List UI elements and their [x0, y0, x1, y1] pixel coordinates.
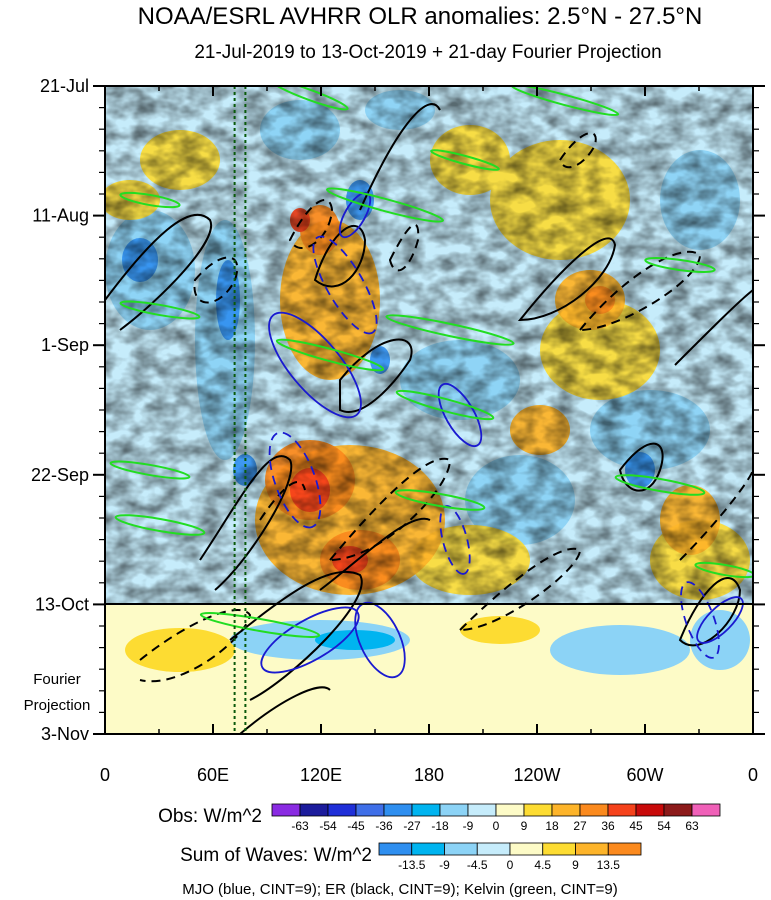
colorbar-swatch	[467, 803, 497, 817]
chart-title: NOAA/ESRL AVHRR OLR anomalies: 2.5°N - 2…	[138, 3, 703, 30]
colorbar-swatch	[575, 842, 609, 856]
colorbar-tick-label: 9	[572, 858, 579, 872]
colorbar-tick-label: 0	[507, 858, 514, 872]
x-tick-label: 180	[414, 765, 444, 785]
colorbar-tick-label: 36	[601, 819, 615, 833]
colorbar-tick-label: -27	[403, 819, 421, 833]
kelvin-contours	[109, 86, 753, 638]
obs-field-texture	[105, 86, 753, 604]
colorbar-swatch	[523, 803, 553, 817]
colorbar-swatch	[495, 803, 525, 817]
colorbar-swatch	[509, 842, 544, 856]
colorbar-tick-label: -9	[463, 819, 474, 833]
colorbar-tick-label: 0	[493, 819, 500, 833]
colorbar-swatch	[378, 842, 413, 856]
colorbar-swatch	[327, 803, 357, 817]
colorbar-tick-label: 9	[521, 819, 528, 833]
x-tick-label: 0	[100, 765, 110, 785]
colorbar-tick-label: -36	[375, 819, 393, 833]
projection-label-line1: Fourier	[33, 671, 81, 688]
colorbar-swatch	[579, 803, 609, 817]
colorbar-tick-label: 18	[545, 819, 559, 833]
colorbar-swatch	[607, 842, 642, 856]
colorbar-tick-label: 63	[685, 819, 699, 833]
colorbar-tick-label: 27	[573, 819, 587, 833]
projection-positive-patch	[125, 628, 235, 672]
colorbar-swatch	[271, 803, 301, 817]
y-tick-label: 21-Jul	[40, 76, 89, 96]
waves-colorbar: -13.5 -9 -4.5 0 4.5 9 13.5	[378, 842, 642, 872]
x-axis: 0 60E 120E 180 120W 60W 0	[100, 86, 758, 785]
colorbar-tick-label: -63	[291, 819, 309, 833]
colorbar-tick-label: 45	[629, 819, 643, 833]
x-tick-label: 0	[748, 765, 758, 785]
x-tick-label: 120W	[513, 765, 560, 785]
colorbar-swatch	[411, 803, 441, 817]
colorbar-swatch	[663, 803, 693, 817]
colorbar-tick-label: -4.5	[467, 858, 488, 872]
colorbar-swatch	[542, 842, 576, 856]
colorbar-swatch	[444, 842, 478, 856]
y-tick-label: 22-Sep	[31, 465, 89, 485]
y-tick-label: 13-Oct	[35, 594, 89, 614]
y-tick-label: 11-Aug	[32, 206, 89, 226]
waves-colorbar-title: Sum of Waves: W/m^2	[180, 845, 372, 866]
colorbar-swatch	[551, 803, 581, 817]
obs-colorbar-title: Obs: W/m^2	[158, 806, 262, 827]
colorbar-swatch	[411, 842, 445, 856]
colorbar-tick-label: 13.5	[597, 858, 621, 872]
colorbar-swatch	[355, 803, 385, 817]
colorbar-tick-label: -13.5	[398, 858, 426, 872]
colorbar-tick-label: -18	[431, 819, 449, 833]
wave-legend: MJO (blue, CINT=9); ER (black, CINT=9); …	[182, 881, 618, 898]
colorbar-swatch	[299, 803, 329, 817]
colorbar-tick-label: 4.5	[534, 858, 551, 872]
obs-colorbar: -63 -54 -45 -36 -27 -18 -9 0 9 18 27 36 45 54 63	[271, 803, 721, 833]
anomaly-field	[105, 86, 753, 734]
colorbar-swatch	[691, 803, 721, 817]
colorbar-tick-label: 54	[657, 819, 671, 833]
y-tick-label: 1-Sep	[41, 335, 89, 355]
colorbar-swatch	[383, 803, 413, 817]
colorbar-swatch	[476, 842, 511, 856]
chart-subtitle: 21-Jul-2019 to 13-Oct-2019 + 21-day Four…	[194, 42, 661, 63]
colorbar-tick-label: -45	[347, 819, 365, 833]
colorbar-tick-label: -54	[319, 819, 337, 833]
colorbar-tick-label: -9	[439, 858, 450, 872]
projection-label-line2: Projection	[24, 697, 91, 714]
colorbar-swatch	[635, 803, 665, 817]
colorbar-swatch	[439, 803, 469, 817]
x-tick-label: 120E	[300, 765, 342, 785]
x-tick-label: 60W	[626, 765, 663, 785]
x-tick-label: 60E	[197, 765, 229, 785]
y-axis: 21-Jul 11-Aug 1-Sep 22-Sep 13-Oct 3-Nov	[31, 76, 765, 744]
colorbar-swatch	[607, 803, 637, 817]
y-tick-label: 3-Nov	[41, 724, 89, 744]
